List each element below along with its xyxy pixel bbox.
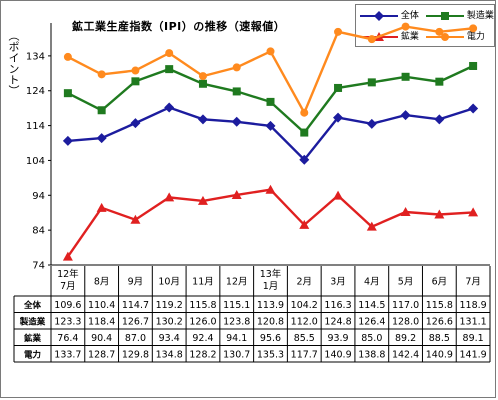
legend-item-0: 全体 bbox=[360, 8, 419, 22]
legend-item-2: 鉱業 bbox=[360, 29, 419, 43]
legend-label-1: 製造業 bbox=[466, 11, 494, 21]
legend-label-3: 電力 bbox=[466, 32, 485, 42]
legend-label-0: 全体 bbox=[400, 11, 419, 21]
chart-title: 鉱工業生産指数（IPI）の推移（速報値） bbox=[72, 20, 286, 33]
legend-marker-0 bbox=[360, 10, 398, 21]
legend-marker-2 bbox=[360, 31, 398, 41]
legend: 全体 製造業 鉱業 電力 bbox=[355, 4, 495, 47]
legend-item-3: 電力 bbox=[426, 29, 485, 43]
legend-label-2: 鉱業 bbox=[400, 32, 419, 42]
legend-marker-3 bbox=[426, 32, 464, 41]
y-axis-label: （ポイント） bbox=[7, 30, 20, 96]
legend-marker-1 bbox=[426, 11, 464, 20]
legend-item-1: 製造業 bbox=[426, 8, 494, 22]
